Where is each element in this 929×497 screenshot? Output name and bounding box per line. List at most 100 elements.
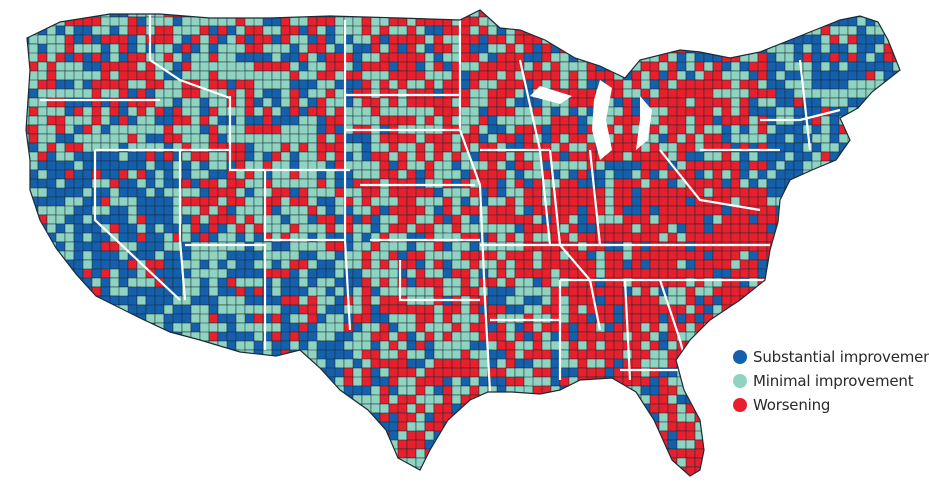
county-cell (379, 304, 390, 315)
county-cell (343, 412, 354, 423)
county-cell (154, 331, 169, 342)
county-cell (127, 349, 142, 360)
county-cell (136, 421, 147, 432)
county-cell (802, 286, 813, 301)
county-cell (730, 34, 745, 45)
county-cell (91, 448, 106, 459)
county-cell (307, 10, 322, 18)
county-cell (82, 304, 97, 315)
county-cell (235, 196, 246, 207)
county-cell (100, 70, 111, 81)
county-cell (703, 439, 714, 454)
county-cell (514, 448, 529, 459)
county-cell (460, 403, 475, 414)
county-cell (190, 385, 201, 396)
county-cell (757, 25, 768, 36)
county-cell (514, 421, 529, 432)
county-cell (253, 385, 264, 396)
county-cell (163, 385, 178, 400)
county-cell (874, 439, 885, 450)
county-cell (415, 133, 426, 144)
county-cell (577, 403, 592, 414)
county-cell (244, 349, 255, 360)
county-cell (784, 61, 795, 72)
county-cell (370, 457, 381, 468)
county-cell (505, 97, 516, 108)
county-cell (865, 205, 880, 220)
county-cell (874, 43, 885, 54)
county-cell (181, 250, 192, 261)
county-cell (685, 196, 696, 207)
county-cell (478, 367, 489, 378)
county-cell (739, 97, 750, 108)
county-cell (550, 430, 561, 445)
county-cell (586, 358, 597, 369)
county-cell (442, 313, 453, 324)
county-cell (37, 268, 52, 283)
county-cell (127, 322, 138, 333)
county-cell (118, 358, 133, 369)
county-cell (82, 340, 97, 351)
county-cell (235, 430, 246, 445)
county-cell (316, 295, 327, 306)
county-cell (811, 331, 822, 342)
county-cell (37, 430, 52, 441)
county-cell (370, 106, 381, 117)
county-cell (865, 304, 880, 315)
county-cell (838, 43, 849, 54)
county-cell (289, 403, 304, 414)
county-cell (181, 421, 192, 432)
county-cell (469, 358, 480, 369)
county-cell (658, 16, 673, 31)
county-cell (28, 277, 43, 288)
county-cell (902, 305, 911, 314)
county-cell (298, 43, 309, 54)
county-cell (298, 403, 313, 414)
county-cell (595, 412, 606, 423)
county-cell (514, 259, 525, 270)
county-cell (892, 115, 900, 126)
county-cell (829, 10, 840, 18)
county-cell (784, 25, 799, 36)
county-cell (595, 430, 606, 441)
county-cell (496, 304, 507, 315)
county-cell (766, 25, 777, 36)
county-cell (631, 241, 642, 252)
county-cell (460, 448, 475, 459)
county-cell (415, 43, 426, 54)
county-cell (244, 430, 255, 441)
county-cell (253, 376, 264, 391)
county-cell (361, 277, 372, 288)
county-cell (559, 115, 570, 126)
county-cell (271, 178, 282, 189)
county-cell (586, 448, 601, 463)
county-cell (37, 385, 52, 396)
county-cell (253, 25, 264, 36)
county-cell (865, 151, 876, 162)
county-cell (568, 43, 579, 54)
county-cell (829, 43, 840, 54)
county-cell (163, 367, 174, 378)
county-cell (73, 214, 84, 225)
county-cell (514, 133, 525, 144)
county-cell (118, 385, 129, 400)
county-cell (892, 142, 900, 153)
county-cell (73, 232, 84, 243)
county-cell (793, 268, 804, 279)
county-cell (532, 367, 543, 378)
county-cell (865, 25, 876, 36)
county-cell (532, 340, 543, 351)
county-cell (712, 286, 723, 297)
county-cell (685, 250, 696, 261)
county-cell (199, 358, 210, 369)
county-cell (235, 412, 250, 423)
county-cell (892, 250, 900, 265)
county-cell (784, 16, 795, 27)
county-cell (892, 331, 900, 342)
county-cell (55, 10, 70, 18)
county-cell (226, 133, 237, 144)
county-cell (181, 313, 192, 324)
county-cell (415, 313, 426, 324)
county-cell (127, 376, 138, 391)
county-cell (721, 34, 736, 45)
